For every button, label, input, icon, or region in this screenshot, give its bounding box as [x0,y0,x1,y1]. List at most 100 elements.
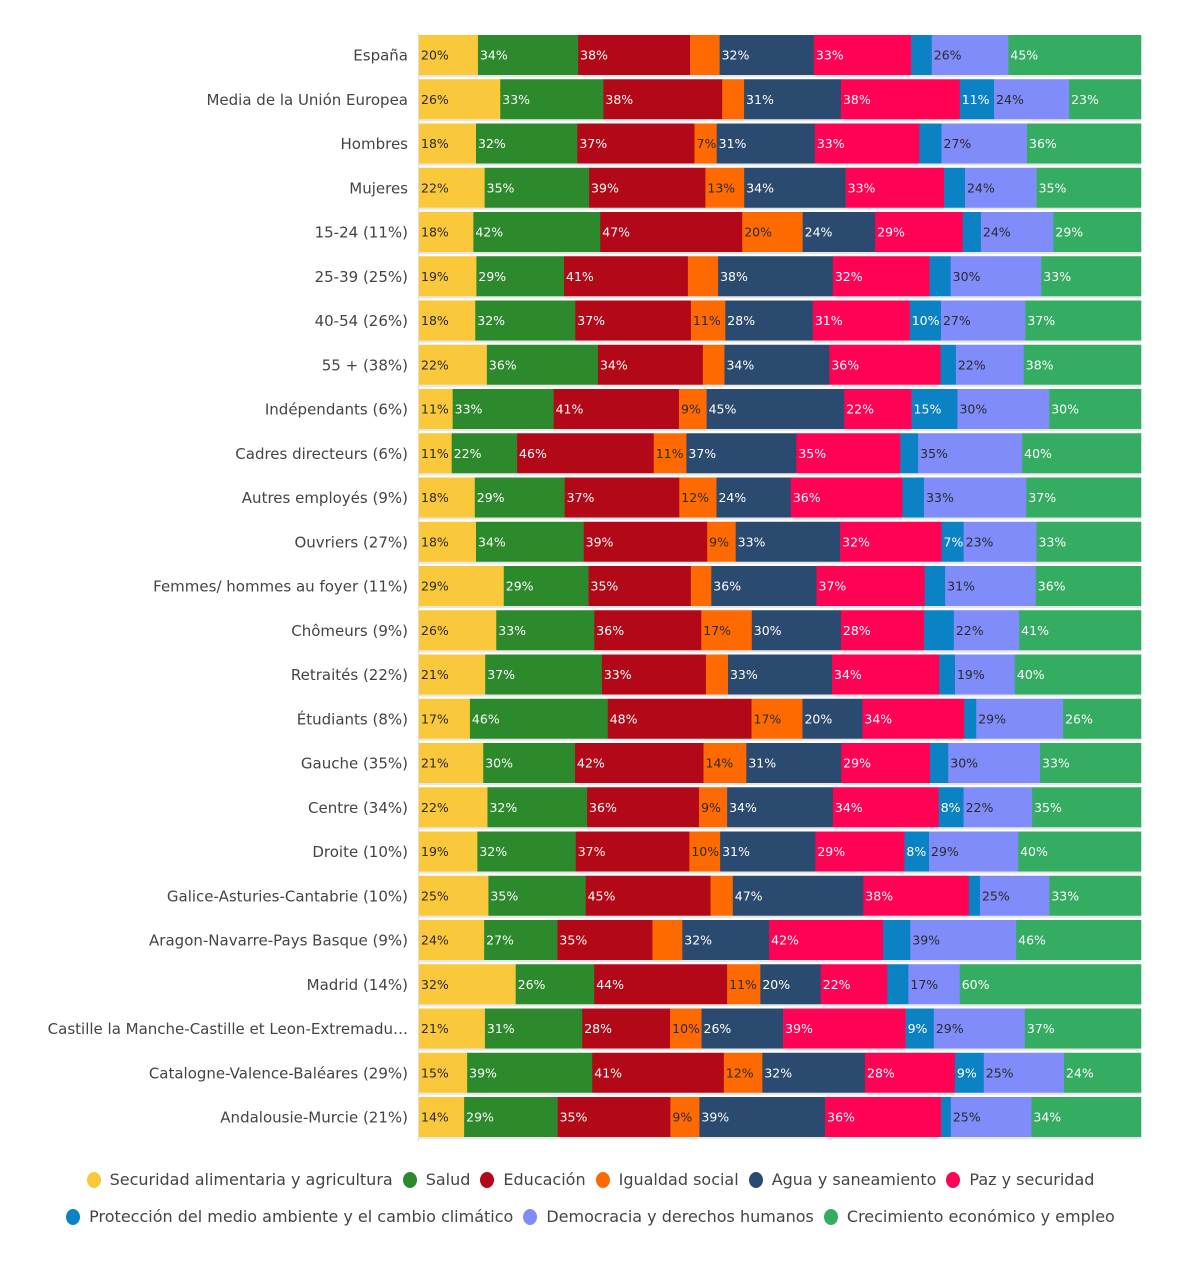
bar-segment-crecimiento-economico-y-empleo[interactable] [1026,477,1142,518]
bar-segment-democracia-y-derechos-humanos[interactable] [908,964,961,1005]
bar-segment-salud[interactable] [487,787,588,828]
bar-segment-crecimiento-economico-y-empleo[interactable] [1036,167,1142,208]
legend-item-crecimiento-economico-y-empleo[interactable]: Crecimiento económico y empleo [823,1207,1115,1226]
bar-segment-agua-y-saneamiento[interactable] [720,831,816,872]
bar-segment-democracia-y-derechos-humanos[interactable] [910,920,1017,960]
bar-segment-igualdad-social[interactable] [699,787,728,828]
bar-segment-democracia-y-derechos-humanos[interactable] [924,477,1027,518]
bar-segment-crecimiento-economico-y-empleo[interactable] [1032,787,1142,828]
bar-segment-agua-y-saneamiento[interactable] [682,920,770,960]
bar-segment-securidad-alimentaria-y-agricultura[interactable] [419,167,485,208]
bar-segment-proteccion-del-medio-ambiente-y-el-cambio-climatico[interactable] [911,389,958,429]
bar-segment-crecimiento-economico-y-empleo[interactable] [1019,610,1142,651]
bar-segment-paz-y-securidad[interactable] [816,566,925,606]
bar-segment-crecimiento-economico-y-empleo[interactable] [1022,433,1142,474]
bar-segment-salud[interactable] [473,212,601,252]
legend-item-salud[interactable]: Salud [402,1170,470,1189]
bar-segment-igualdad-social[interactable] [679,477,717,518]
bar-segment-securidad-alimentaria-y-agricultura[interactable] [419,300,476,341]
bar-segment-securidad-alimentaria-y-agricultura[interactable] [419,743,484,783]
bar-segment-salud[interactable] [486,344,599,385]
bar-segment-proteccion-del-medio-ambiente-y-el-cambio-climatico[interactable] [929,743,949,783]
bar-segment-igualdad-social[interactable] [710,875,734,916]
bar-segment-democracia-y-derechos-humanos[interactable] [955,344,1025,385]
bar-segment-proteccion-del-medio-ambiente-y-el-cambio-climatico[interactable] [959,79,995,120]
bar-segment-salud[interactable] [500,79,604,120]
bar-segment-paz-y-securidad[interactable] [862,698,965,739]
bar-segment-democracia-y-derechos-humanos[interactable] [945,566,1037,606]
bar-segment-democracia-y-derechos-humanos[interactable] [979,875,1050,916]
bar-segment-agua-y-saneamiento[interactable] [762,1052,866,1093]
bar-segment-paz-y-securidad[interactable] [790,477,903,518]
bar-segment-salud[interactable] [484,920,558,960]
bar-segment-proteccion-del-medio-ambiente-y-el-cambio-climatico[interactable] [905,1008,935,1049]
bar-segment-democracia-y-derechos-humanos[interactable] [954,654,1016,695]
bar-segment-crecimiento-economico-y-empleo[interactable] [1053,212,1142,252]
bar-segment-democracia-y-derechos-humanos[interactable] [994,79,1070,120]
bar-segment-paz-y-securidad[interactable] [769,920,884,960]
bar-segment-democracia-y-derechos-humanos[interactable] [980,212,1054,252]
bar-segment-agua-y-saneamiento[interactable] [727,787,834,828]
bar-segment-agua-y-saneamiento[interactable] [802,212,876,252]
bar-segment-securidad-alimentaria-y-agricultura[interactable] [419,875,489,916]
bar-segment-salud[interactable] [467,1052,593,1093]
bar-segment-agua-y-saneamiento[interactable] [686,433,797,474]
bar-segment-agua-y-saneamiento[interactable] [760,964,822,1005]
bar-segment-democracia-y-derechos-humanos[interactable] [933,1008,1026,1049]
bar-segment-salud[interactable] [515,964,595,1005]
bar-segment-salud[interactable] [488,875,586,916]
bar-segment-educacion[interactable] [601,654,707,695]
bar-segment-securidad-alimentaria-y-agricultura[interactable] [419,566,505,606]
bar-segment-agua-y-saneamiento[interactable] [716,123,816,164]
bar-segment-igualdad-social[interactable] [690,35,720,75]
bar-segment-educacion[interactable] [597,344,704,385]
bar-segment-agua-y-saneamiento[interactable] [719,35,815,75]
bar-segment-proteccion-del-medio-ambiente-y-el-cambio-climatico[interactable] [924,610,955,651]
bar-segment-democracia-y-derechos-humanos[interactable] [931,35,1009,75]
bar-segment-salud[interactable] [484,167,590,208]
bar-segment-proteccion-del-medio-ambiente-y-el-cambio-climatico[interactable] [887,964,909,1005]
bar-segment-educacion[interactable] [592,1052,725,1093]
bar-segment-crecimiento-economico-y-empleo[interactable] [1063,698,1142,739]
bar-segment-crecimiento-economico-y-empleo[interactable] [1016,920,1142,960]
bar-segment-salud[interactable] [476,123,578,164]
legend-item-proteccion-del-medio-ambiente-y-el-cambio-climatico[interactable]: Protección del medio ambiente y el cambi… [66,1207,513,1226]
bar-segment-educacion[interactable] [600,212,743,252]
bar-segment-proteccion-del-medio-ambiente-y-el-cambio-climatico[interactable] [883,920,911,960]
bar-segment-educacion[interactable] [577,123,695,164]
bar-segment-igualdad-social[interactable] [705,167,745,208]
bar-segment-educacion[interactable] [588,566,692,606]
bar-segment-salud[interactable] [474,477,565,518]
bar-segment-crecimiento-economico-y-empleo[interactable] [1014,654,1142,695]
bar-segment-securidad-alimentaria-y-agricultura[interactable] [419,831,478,872]
bar-segment-proteccion-del-medio-ambiente-y-el-cambio-climatico[interactable] [941,1097,952,1137]
bar-segment-salud[interactable] [484,1008,583,1049]
bar-segment-igualdad-social[interactable] [694,123,717,164]
bar-segment-paz-y-securidad[interactable] [832,256,930,297]
bar-segment-crecimiento-economico-y-empleo[interactable] [1040,743,1142,783]
bar-segment-crecimiento-economico-y-empleo[interactable] [1018,831,1142,872]
bar-segment-educacion[interactable] [587,787,700,828]
bar-segment-igualdad-social[interactable] [670,1097,700,1137]
bar-segment-securidad-alimentaria-y-agricultura[interactable] [419,389,453,429]
bar-segment-proteccion-del-medio-ambiente-y-el-cambio-climatico[interactable] [964,698,977,739]
bar-segment-agua-y-saneamiento[interactable] [711,566,817,606]
bar-segment-proteccion-del-medio-ambiente-y-el-cambio-climatico[interactable] [941,521,964,562]
bar-segment-agua-y-saneamiento[interactable] [724,344,830,385]
bar-segment-crecimiento-economico-y-empleo[interactable] [1063,1052,1142,1093]
legend-item-democracia-y-derechos-humanos[interactable]: Democracia y derechos humanos [523,1207,814,1226]
bar-segment-igualdad-social[interactable] [701,610,753,651]
bar-segment-educacion[interactable] [553,389,680,429]
bar-segment-paz-y-securidad[interactable] [813,35,912,75]
bar-segment-igualdad-social[interactable] [690,300,726,341]
bar-segment-salud[interactable] [451,433,518,474]
bar-segment-paz-y-securidad[interactable] [812,300,911,341]
bar-segment-crecimiento-economico-y-empleo[interactable] [1031,1097,1142,1137]
bar-segment-paz-y-securidad[interactable] [815,831,905,872]
bar-segment-proteccion-del-medio-ambiente-y-el-cambio-climatico[interactable] [939,654,956,695]
bar-segment-democracia-y-derechos-humanos[interactable] [940,300,1026,341]
bar-segment-paz-y-securidad[interactable] [840,79,961,120]
bar-segment-crecimiento-economico-y-empleo[interactable] [1027,123,1142,164]
bar-segment-securidad-alimentaria-y-agricultura[interactable] [419,123,477,164]
bar-segment-paz-y-securidad[interactable] [865,1052,956,1093]
